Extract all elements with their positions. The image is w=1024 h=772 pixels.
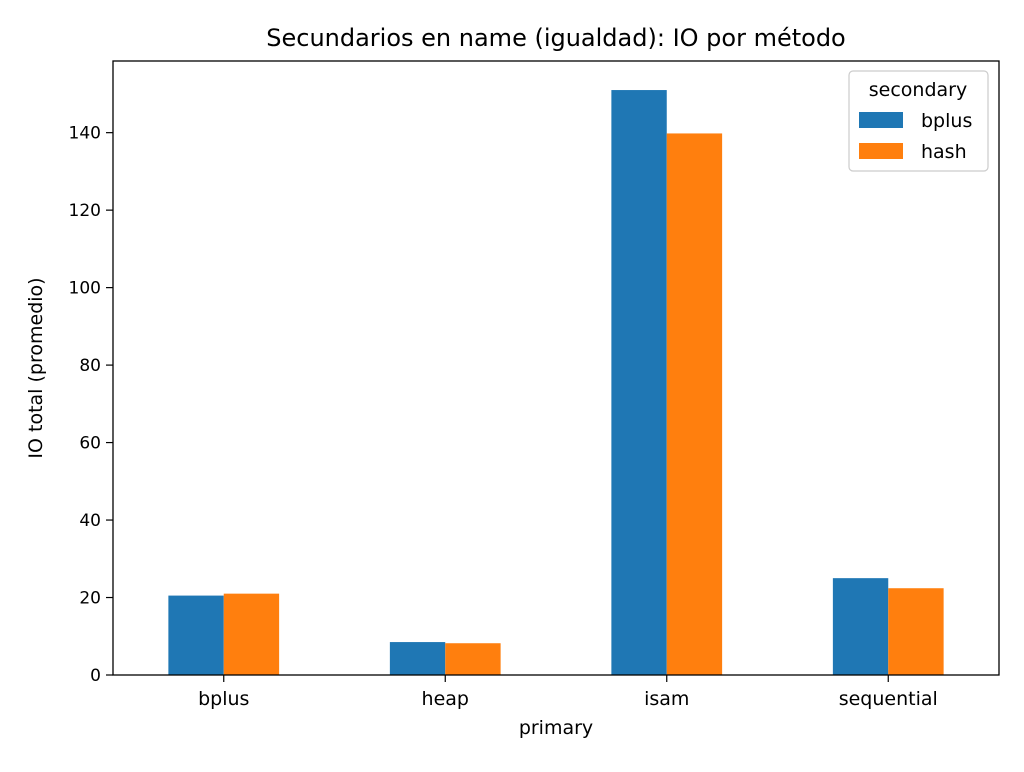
y-tick-label: 60 [79,434,101,454]
x-tick-label-isam: isam [644,688,689,710]
y-tick-label: 80 [79,356,101,376]
x-axis-ticks: bplus heap isam sequential [198,675,938,710]
y-tick-label: 100 [69,279,101,299]
bars-group [168,90,944,676]
legend-label-hash: hash [921,141,967,163]
x-tick-label-bplus: bplus [198,688,249,710]
x-axis-label: primary [519,717,593,739]
legend-title: secondary [869,79,967,101]
legend: secondary bplus hash [848,70,989,172]
chart-title: Secundarios en name (igualdad): IO por m… [266,24,845,52]
y-axis-ticks: 0 20 40 60 80 100 120 140 [69,124,113,686]
bar-isam-bplus [611,90,667,675]
bar-sequential-bplus [832,578,889,675]
y-tick-label: 20 [79,589,101,609]
y-tick-label: 120 [69,201,101,221]
bar-sequential-hash [888,588,944,675]
legend-swatch-bplus [859,112,903,128]
y-axis-label: IO total (promedio) [25,277,47,458]
x-tick-label-heap: heap [422,688,469,710]
y-tick-label: 0 [90,666,101,686]
bar-heap-hash [445,643,501,675]
y-tick-label: 40 [79,511,101,531]
legend-swatch-hash [859,143,903,159]
y-tick-label: 140 [69,124,101,144]
legend-label-bplus: bplus [921,110,972,132]
legend-entries: bplus hash [859,110,972,163]
x-tick-label-sequential: sequential [839,688,938,710]
plot-frame [112,60,1000,676]
bar-bplus-bplus [168,595,224,675]
bar-bplus-hash [223,593,280,675]
bar-isam-hash [666,133,723,676]
bar-heap-bplus [389,642,446,675]
